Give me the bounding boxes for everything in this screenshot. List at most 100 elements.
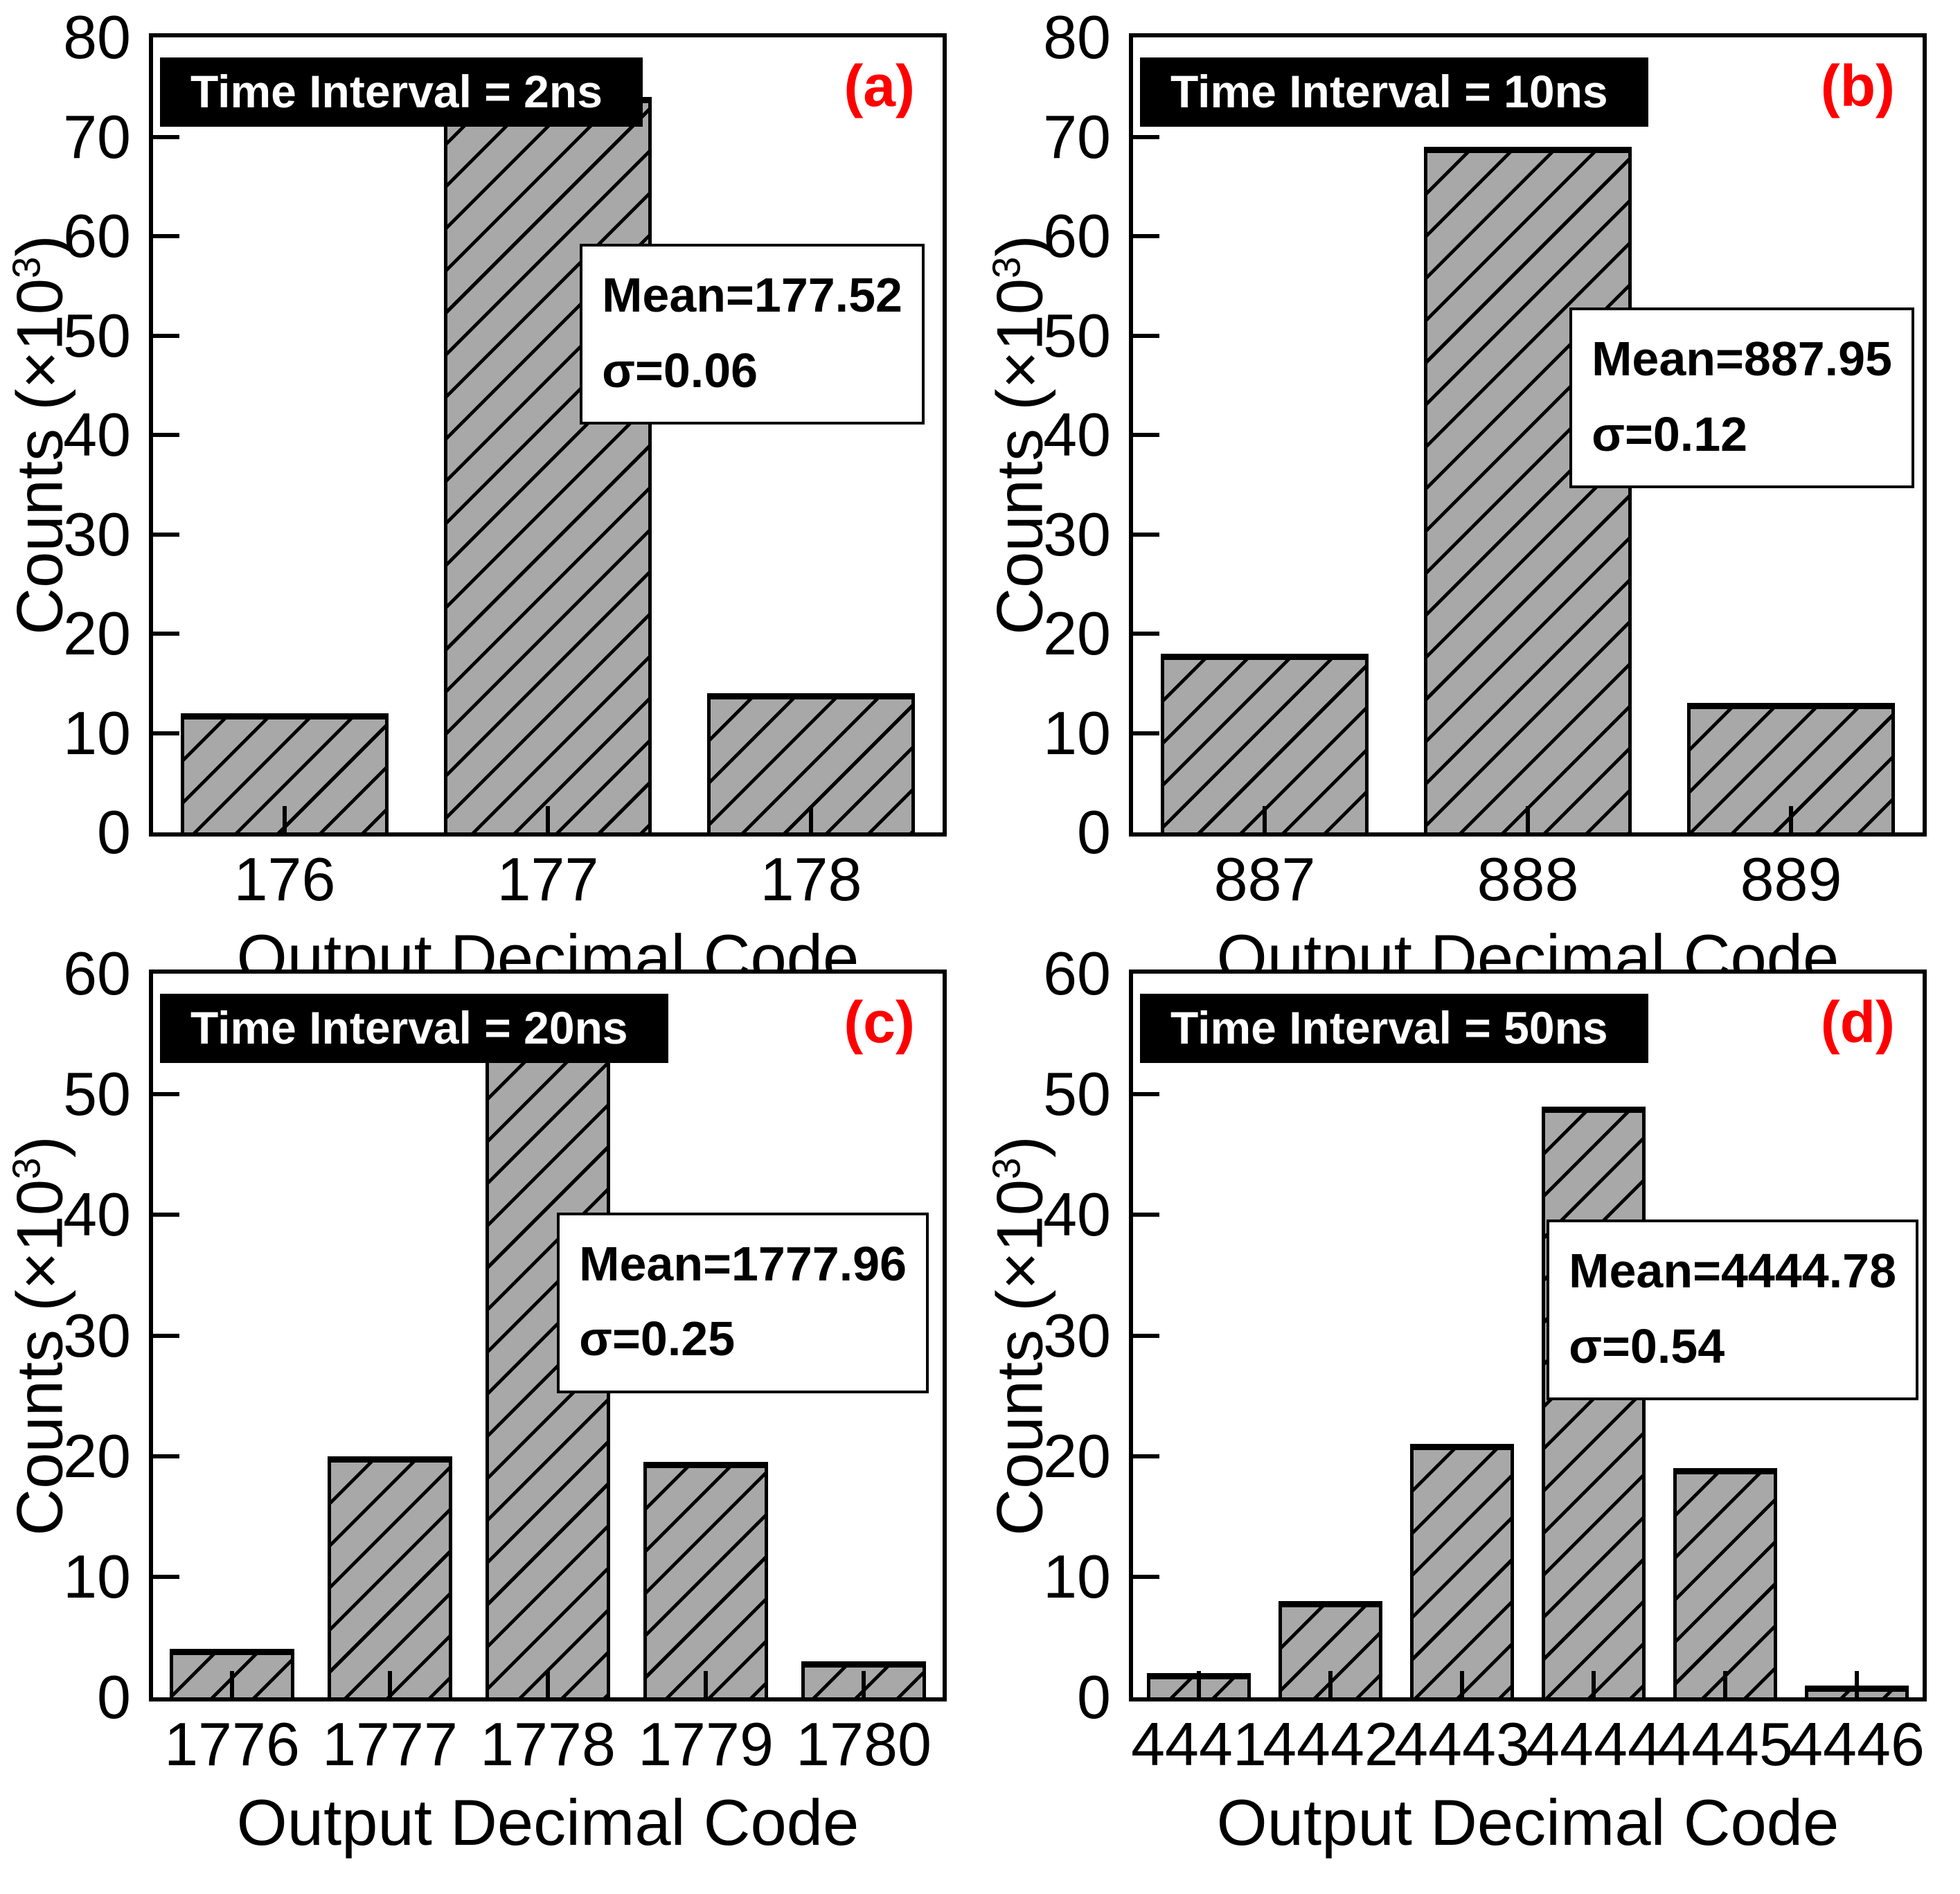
- y-tick-label: 50: [63, 301, 131, 370]
- stats-annotation: Mean=4444.78 σ=0.54: [1547, 1220, 1918, 1401]
- y-tick-mark: [153, 333, 179, 338]
- y-tick-label: 10: [63, 698, 131, 767]
- bar: [1423, 146, 1632, 832]
- panel-letter: (d): [1820, 990, 1895, 1055]
- y-tick-mark: [153, 1454, 179, 1458]
- x-tick-label: 1780: [796, 1710, 932, 1778]
- plot-area: Time Interval = 20ns (c) Mean=1777.96 σ=…: [3, 943, 947, 1855]
- y-tick-mark: [153, 1333, 179, 1338]
- bar: [443, 97, 652, 832]
- panel-b: Time Interval = 10ns (b) Mean=887.95 σ=0…: [980, 0, 1960, 990]
- y-tick-label: 60: [63, 202, 131, 270]
- bars-layer: [1133, 974, 1923, 1697]
- x-tick-label: 889: [1740, 845, 1842, 913]
- x-tick-label: 178: [760, 845, 862, 913]
- y-tick-label: 10: [63, 1542, 131, 1611]
- y-tick-label: 60: [1043, 939, 1111, 1008]
- ticks-layer: [1133, 974, 1923, 1697]
- y-tick-label: 30: [63, 499, 131, 569]
- y-tick-mark: [1133, 333, 1159, 338]
- panel-letter: (c): [844, 990, 915, 1055]
- bars-layer: [153, 37, 943, 832]
- y-tick-label: 40: [63, 1180, 131, 1249]
- stats-annotation: Mean=1777.96 σ=0.25: [557, 1212, 929, 1393]
- y-tick-mark: [1133, 1574, 1159, 1579]
- y-tick-mark: [153, 1092, 179, 1097]
- y-tick-mark: [153, 234, 179, 238]
- x-tick-mark: [1592, 1671, 1596, 1697]
- panel-letter: (a): [844, 53, 915, 118]
- x-tick-label: 1779: [638, 1710, 774, 1778]
- x-tick-mark: [230, 1671, 234, 1697]
- bar: [1541, 1106, 1646, 1697]
- ticks-layer: [1133, 37, 1923, 832]
- y-tick-mark: [153, 1213, 179, 1217]
- sigma-value: σ=0.06: [602, 343, 758, 397]
- bar: [1673, 1468, 1778, 1697]
- y-tick-label: 70: [1043, 102, 1111, 171]
- bar: [643, 1462, 769, 1697]
- y-tick-mark: [1133, 532, 1159, 537]
- y-tick-mark: [1133, 1092, 1159, 1097]
- plot-area: Time Interval = 50ns (d) Mean=4444.78 σ=…: [983, 943, 1927, 1855]
- title-band: Time Interval = 20ns: [160, 994, 668, 1063]
- y-tick-mark: [1133, 731, 1159, 735]
- ticks-layer: [153, 974, 943, 1697]
- y-tick-mark: [153, 134, 179, 139]
- y-tick-mark: [1133, 134, 1159, 139]
- y-tick-mark: [153, 1574, 179, 1579]
- x-tick-mark: [1197, 1671, 1201, 1697]
- y-tick-label: 50: [1043, 301, 1111, 370]
- x-tick-mark: [546, 1671, 550, 1697]
- sigma-value: σ=0.25: [579, 1312, 736, 1366]
- y-tick-label: 50: [63, 1060, 131, 1129]
- y-tick-mark: [153, 532, 179, 537]
- y-tick-mark: [1133, 1333, 1159, 1338]
- title-band-label: Time Interval = 20ns: [190, 1002, 628, 1053]
- x-tick-label: 4443: [1394, 1710, 1530, 1778]
- y-tick-label: 20: [1043, 599, 1111, 668]
- x-tick-mark: [1526, 806, 1530, 832]
- bar: [1160, 653, 1369, 832]
- mean-value: Mean=177.52: [602, 268, 902, 323]
- mean-value: Mean=1777.96: [579, 1236, 907, 1291]
- title-band: Time Interval = 10ns: [1140, 57, 1648, 127]
- y-tick-label: 30: [1043, 1301, 1111, 1370]
- x-tick-mark: [809, 806, 813, 832]
- x-tick-label: 1778: [480, 1710, 616, 1778]
- y-tick-label: 50: [1043, 1060, 1111, 1129]
- x-tick-mark: [1789, 806, 1793, 832]
- title-band: Time Interval = 2ns: [160, 57, 643, 127]
- y-tick-label: 40: [1043, 400, 1111, 469]
- x-tick-label: 888: [1477, 845, 1579, 913]
- panel-c: Time Interval = 20ns (c) Mean=1777.96 σ=…: [0, 943, 980, 1894]
- x-tick-mark: [862, 1671, 866, 1697]
- x-tick-mark: [1460, 1671, 1464, 1697]
- bar: [1409, 1444, 1515, 1697]
- bar: [1686, 703, 1896, 832]
- y-tick-mark: [1133, 433, 1159, 437]
- x-tick-mark: [546, 806, 550, 832]
- y-tick-label: 0: [97, 1663, 131, 1731]
- bar: [1278, 1600, 1383, 1697]
- stats-annotation: Mean=887.95 σ=0.12: [1569, 307, 1914, 489]
- y-tick-label: 20: [1043, 1421, 1111, 1490]
- x-tick-label: 4441: [1131, 1710, 1267, 1778]
- y-tick-label: 20: [63, 1421, 131, 1490]
- mean-value: Mean=4444.78: [1569, 1244, 1896, 1298]
- y-tick-mark: [153, 632, 179, 636]
- y-tick-label: 60: [1043, 202, 1111, 270]
- y-tick-label: 40: [63, 400, 131, 469]
- x-tick-label: 4445: [1657, 1710, 1793, 1778]
- panel-d: Time Interval = 50ns (d) Mean=4444.78 σ=…: [980, 943, 1960, 1894]
- y-tick-label: 10: [1043, 698, 1111, 767]
- title-band-label: Time Interval = 2ns: [190, 66, 603, 117]
- y-tick-label: 40: [1043, 1180, 1111, 1249]
- y-tick-mark: [153, 731, 179, 735]
- title-band-label: Time Interval = 10ns: [1170, 66, 1608, 117]
- y-tick-label: 0: [1077, 1663, 1111, 1731]
- title-band: Time Interval = 50ns: [1140, 994, 1648, 1063]
- x-axis-label: Output Decimal Code: [236, 1786, 859, 1859]
- x-axis-label: Output Decimal Code: [1216, 1786, 1839, 1859]
